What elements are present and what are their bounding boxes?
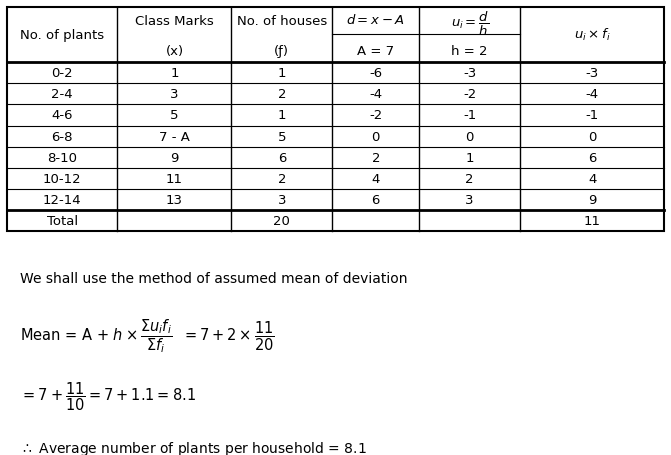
Text: $u_i \times f_i$: $u_i \times f_i$ [574,27,611,43]
Text: Total: Total [46,215,78,228]
Text: -1: -1 [463,109,476,122]
Text: -2: -2 [463,88,476,101]
Text: 13: 13 [166,193,183,207]
Text: 3: 3 [278,193,286,207]
Text: No. of houses: No. of houses [237,15,327,28]
Text: 4-6: 4-6 [51,109,73,122]
Text: 1: 1 [278,109,286,122]
Text: 11: 11 [584,215,601,228]
Text: (x): (x) [165,45,184,58]
Text: 4: 4 [372,172,380,185]
Text: 3: 3 [170,88,178,101]
Bar [7,8,664,232]
Text: -3: -3 [586,67,599,80]
Text: 9: 9 [588,193,597,207]
Text: 11: 11 [166,172,183,185]
Text: 2: 2 [278,172,286,185]
Text: 0: 0 [588,130,597,143]
Text: 2: 2 [278,88,286,101]
Text: -2: -2 [369,109,382,122]
Text: 5: 5 [170,109,178,122]
Text: 9: 9 [170,152,178,164]
Text: 2: 2 [466,172,474,185]
Text: 2: 2 [372,152,380,164]
Text: No. of plants: No. of plants [20,29,104,42]
Text: 1: 1 [466,152,474,164]
Text: Mean = A + $h \times \dfrac{\Sigma u_i f_i}{\Sigma f_i}$  $= 7 + 2 \times \dfrac: Mean = A + $h \times \dfrac{\Sigma u_i f… [20,317,274,354]
Text: 6: 6 [278,152,286,164]
Text: 6: 6 [372,193,380,207]
Text: 7 - A: 7 - A [159,130,190,143]
Text: 0: 0 [466,130,474,143]
Text: -4: -4 [586,88,599,101]
Text: $d = x - A$: $d = x - A$ [346,13,405,27]
Text: 4: 4 [588,172,597,185]
Text: 2-4: 2-4 [51,88,73,101]
Text: 6-8: 6-8 [51,130,73,143]
Text: h = 2: h = 2 [452,45,488,58]
Text: 5: 5 [278,130,286,143]
Text: 10-12: 10-12 [43,172,81,185]
Text: 6: 6 [588,152,597,164]
Text: 12-14: 12-14 [43,193,81,207]
Text: 8-10: 8-10 [47,152,77,164]
Text: -4: -4 [369,88,382,101]
Text: 20: 20 [273,215,291,228]
Text: $= 7 + \dfrac{11}{10} = 7 + 1.1 = 8.1$: $= 7 + \dfrac{11}{10} = 7 + 1.1 = 8.1$ [20,380,196,412]
Text: We shall use the method of assumed mean of deviation: We shall use the method of assumed mean … [20,271,407,285]
Text: $u_i = \dfrac{d}{h}$: $u_i = \dfrac{d}{h}$ [451,10,488,38]
Text: 3: 3 [466,193,474,207]
Text: Class Marks: Class Marks [135,15,214,28]
Text: -6: -6 [369,67,382,80]
Text: 1: 1 [170,67,178,80]
Text: -1: -1 [586,109,599,122]
Text: -3: -3 [463,67,476,80]
Text: 0-2: 0-2 [51,67,73,80]
Text: A = 7: A = 7 [357,45,395,58]
Text: 0: 0 [372,130,380,143]
Text: (ƒ): (ƒ) [274,45,289,58]
Text: 1: 1 [278,67,286,80]
Text: $\therefore$ Average number of plants per household = 8.1: $\therefore$ Average number of plants pe… [20,439,367,455]
